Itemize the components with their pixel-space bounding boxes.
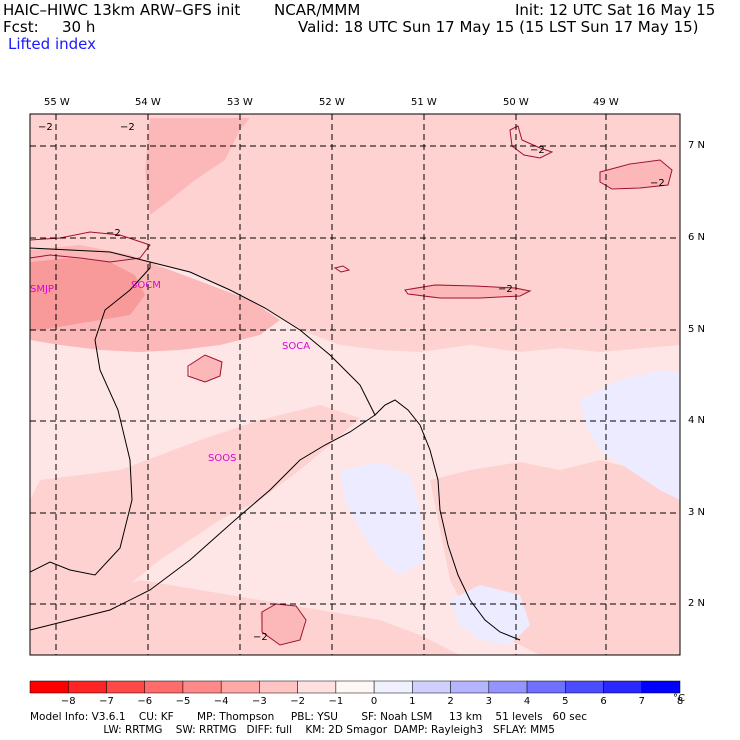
colorbar-swatch <box>259 680 298 694</box>
colorbar-tick-label: 3 <box>485 696 492 707</box>
organization-label: NCAR/MMM <box>274 1 361 19</box>
contour-label: −2 <box>120 122 135 133</box>
colorbar-swatch <box>67 680 107 694</box>
colorbar-tick-label: 0 <box>370 696 378 707</box>
valid-time: Valid: 18 UTC Sun 17 May 15 (15 LST Sun … <box>298 18 699 36</box>
lon-label: 49 W <box>593 97 619 108</box>
contour-line <box>30 231 151 263</box>
colorbar-tick-label: −3 <box>252 696 267 707</box>
colorbar-swatch <box>335 680 375 694</box>
colorbar-swatch <box>412 680 451 694</box>
colorbar-tick-label: 5 <box>562 696 569 707</box>
border-line <box>30 414 376 631</box>
colorbar-tick-label: 8 <box>676 696 684 707</box>
lat-label: 7 N <box>688 140 706 151</box>
lifted-index-shade-medium-south <box>260 604 305 645</box>
model-title: HAIC–HIWC 13km ARW–GFS init <box>3 1 241 19</box>
lifted-index-shade-cool <box>340 462 425 575</box>
colorbar-tick-label: −1 <box>328 696 344 707</box>
colorbar-swatch <box>144 680 184 694</box>
contour-label: −2 <box>498 284 513 295</box>
forecast-hour: 30 h <box>62 18 96 36</box>
contour-line <box>261 603 307 646</box>
colorbar-tick-label: 7 <box>638 696 645 707</box>
lat-label: 6 N <box>688 232 706 243</box>
lat-label: 5 N <box>688 324 706 335</box>
station-label: SOCA <box>282 341 311 352</box>
colorbar-swatch <box>29 680 69 694</box>
contour-line <box>333 265 351 273</box>
lon-label: 51 W <box>411 97 437 108</box>
field-name: Lifted index <box>8 35 96 53</box>
colorbar-tick-label: −8 <box>60 696 76 707</box>
lon-label: 53 W <box>227 97 253 108</box>
colorbar-swatch <box>182 680 222 694</box>
colorbar-swatch <box>450 680 490 694</box>
border-line <box>30 262 151 576</box>
lifted-index-shade-cool-east <box>580 370 680 500</box>
station-label: SOOS <box>208 453 237 464</box>
lon-label: 54 W <box>135 97 161 108</box>
colorbar-tick-label: −6 <box>137 696 153 707</box>
colorbar <box>29 680 681 694</box>
contour-line <box>599 159 673 190</box>
colorbar-unit: °C <box>673 693 685 704</box>
lifted-index-shade-strong <box>30 258 145 330</box>
colorbar-tick-label: −2 <box>290 696 306 707</box>
colorbar-tick-label: 2 <box>447 696 454 707</box>
colorbar-swatch <box>220 680 260 694</box>
lon-label: 50 W <box>503 97 529 108</box>
colorbar-swatch <box>526 680 566 694</box>
colorbar-swatch <box>297 680 337 694</box>
lifted-index-shade-medium-east <box>600 160 672 188</box>
colorbar-swatch <box>106 680 145 694</box>
lifted-index-shade-medium-blob <box>190 355 222 382</box>
contour-label: −2 <box>650 178 665 189</box>
lifted-index-shade-light-southwest <box>60 580 460 655</box>
colorbar-tick-label: 6 <box>600 696 607 707</box>
lifted-index-shade-medium-north <box>145 118 250 215</box>
colorbar-tick-label: 1 <box>409 696 416 707</box>
station-label: SMJP <box>30 284 54 295</box>
contour-line <box>187 354 223 383</box>
contour-label: −2 <box>530 145 545 156</box>
init-time: Init: 12 UTC Sat 16 May 15 <box>515 1 716 19</box>
colorbar-swatch <box>373 680 413 694</box>
model-info-line2: LW: RRTMG SW: RRTMG DIFF: full KM: 2D Sm… <box>30 724 555 736</box>
lat-lon-grid <box>30 114 680 655</box>
forecast-label: Fcst: <box>3 18 39 36</box>
lat-label: 2 N <box>688 598 706 609</box>
colorbar-swatch <box>488 680 528 694</box>
coastline <box>30 247 521 641</box>
colorbar-swatch <box>603 680 643 694</box>
lat-label: 3 N <box>688 507 706 518</box>
colorbar-tick-label: −5 <box>175 696 191 707</box>
station-label: SOCM <box>131 280 161 291</box>
contour-label: −2 <box>106 228 121 239</box>
colorbar-swatch <box>565 680 604 694</box>
lon-label: 55 W <box>44 97 70 108</box>
colorbar-tick-label: 4 <box>523 696 531 707</box>
colorbar-tick-label: −4 <box>213 696 229 707</box>
map-frame <box>29 113 681 656</box>
contour-label: −2 <box>38 122 53 133</box>
contour-label: −2 <box>253 632 268 643</box>
colorbar-tick-label: −7 <box>99 696 114 707</box>
model-info-line1: Model Info: V3.6.1 CU: KF MP: Thompson P… <box>30 711 587 723</box>
lon-label: 52 W <box>319 97 345 108</box>
colorbar-swatch <box>641 680 681 694</box>
lat-label: 4 N <box>688 415 706 426</box>
